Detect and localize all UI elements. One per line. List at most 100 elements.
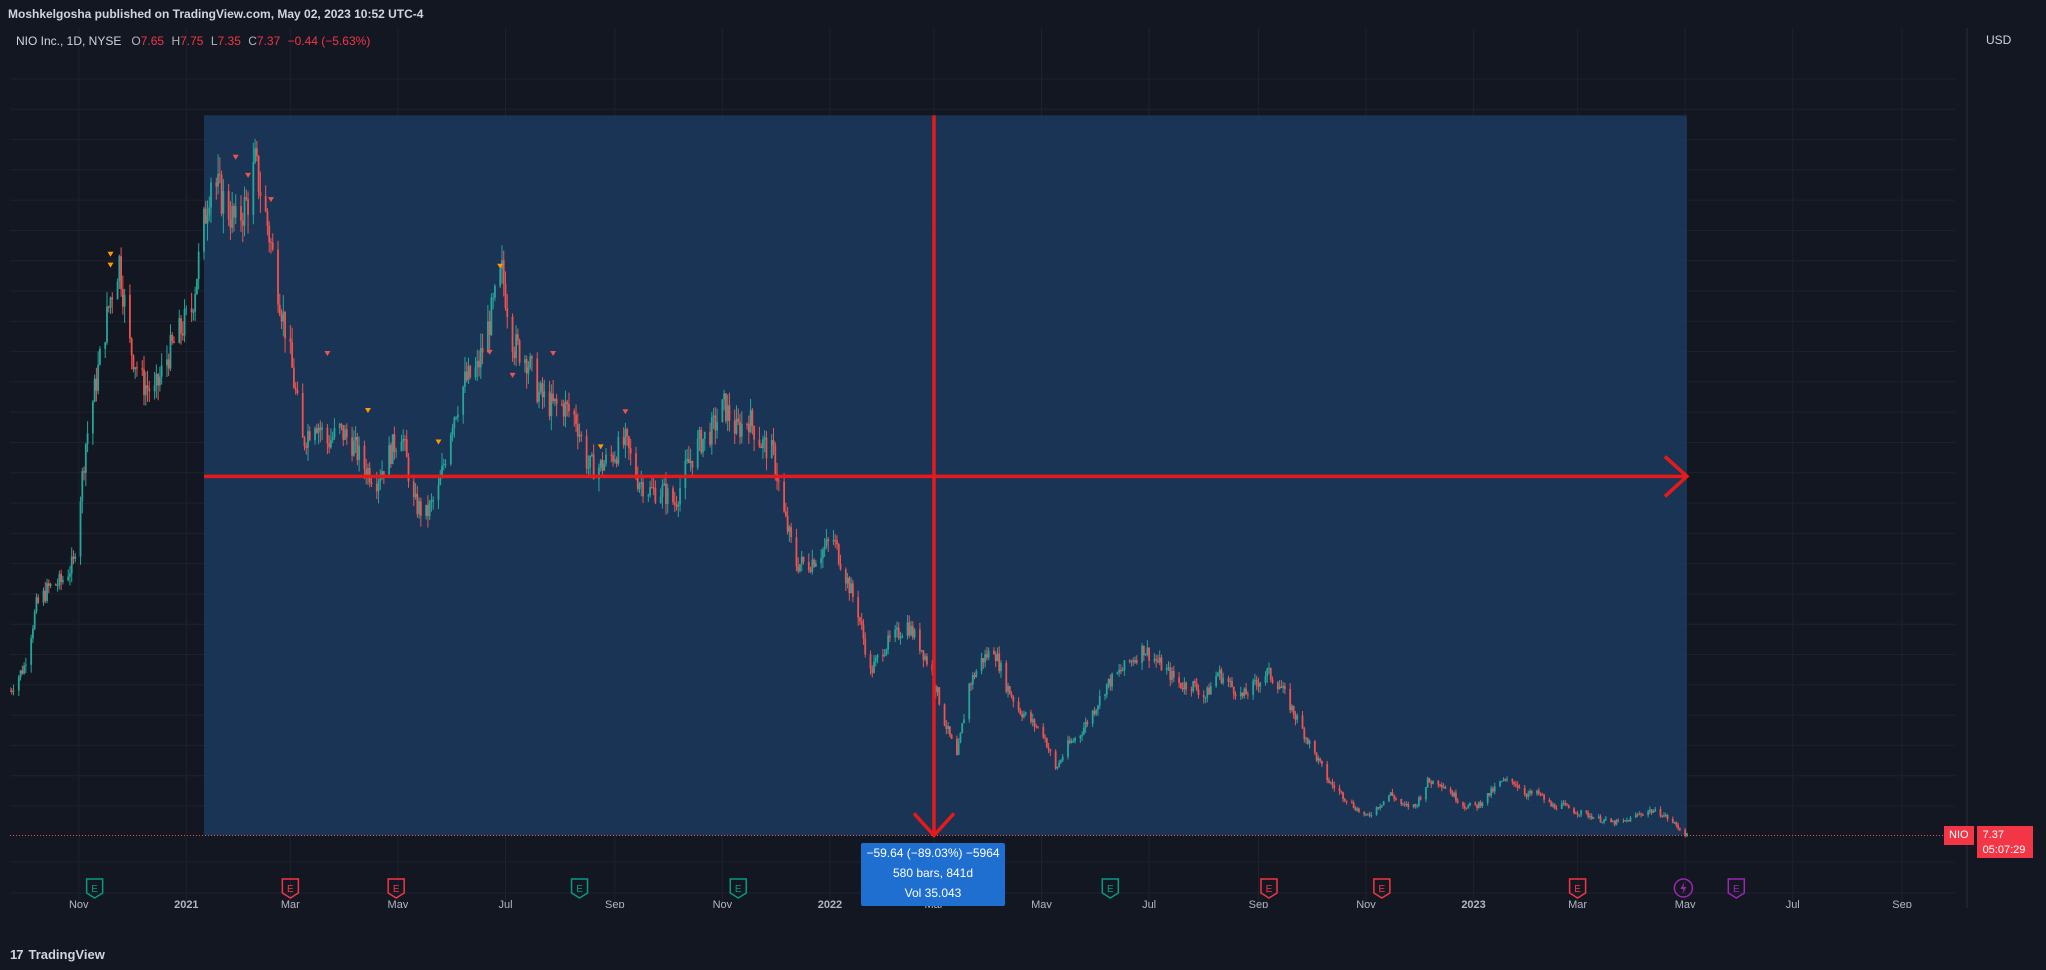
- legend-open-label: O: [131, 34, 141, 48]
- earnings-event-icon[interactable]: [281, 878, 300, 899]
- candle-body: [1209, 686, 1212, 695]
- earnings-event-letter: E: [1266, 884, 1273, 895]
- price-chart[interactable]: 70.0067.5065.0062.5060.0057.5055.0052.50…: [10, 28, 1972, 908]
- candle-body: [1091, 710, 1094, 724]
- candle-body: [599, 460, 602, 468]
- candle-body: [827, 539, 830, 542]
- candle-body: [1377, 807, 1380, 809]
- candle-body: [862, 624, 865, 639]
- candle-body: [1202, 695, 1205, 698]
- candle-body: [1370, 814, 1373, 816]
- candle-body: [474, 367, 477, 378]
- candle-body: [531, 356, 533, 359]
- currency-label[interactable]: USD: [1986, 33, 2012, 47]
- candle-body: [1550, 802, 1553, 807]
- candle-body: [1601, 822, 1604, 824]
- candle-body: [598, 467, 600, 480]
- earnings-event-icon[interactable]: [570, 878, 589, 899]
- candle-body: [686, 458, 689, 461]
- candle-body: [345, 429, 348, 438]
- candle-body: [603, 463, 606, 471]
- candle-body: [790, 527, 793, 538]
- candle-body: [1437, 780, 1440, 785]
- candle-body: [181, 333, 184, 336]
- candle-body: [825, 539, 828, 547]
- candle-body: [1440, 784, 1443, 788]
- candle-body: [308, 431, 311, 441]
- earnings-event-icon[interactable]: [1101, 878, 1120, 899]
- candle-body: [913, 629, 916, 638]
- candle-body: [901, 635, 904, 638]
- candle-body: [654, 487, 657, 503]
- candle-body: [1118, 669, 1121, 673]
- candle-body: [344, 429, 346, 440]
- candle-body: [1416, 805, 1419, 807]
- earnings-event-icon[interactable]: [1727, 878, 1746, 899]
- footer-brand[interactable]: 17 TradingView: [0, 940, 2046, 970]
- candle-body: [543, 391, 546, 398]
- candle-body: [1368, 814, 1371, 816]
- candle-body: [1476, 804, 1478, 809]
- signal-marker: [324, 351, 331, 357]
- last-price-tag: NIO 7.37 05:07:29: [1944, 826, 2033, 858]
- candle-body: [1234, 693, 1237, 697]
- candle-body: [970, 683, 972, 685]
- dividend-lightning-icon[interactable]: [1673, 878, 1694, 898]
- candle-body: [1291, 705, 1293, 711]
- candle-body: [617, 437, 620, 464]
- measure-tooltip: −59.64 (−89.03%) −5964 580 bars, 841d Vo…: [861, 843, 1005, 906]
- candle-body: [1030, 712, 1032, 722]
- earnings-event-icon[interactable]: [729, 878, 748, 899]
- candle-body: [1195, 683, 1198, 690]
- candle-body: [469, 365, 472, 378]
- candle-body: [166, 359, 168, 366]
- candle-body: [1650, 809, 1653, 813]
- candle-body: [1197, 689, 1200, 696]
- candle-body: [859, 617, 861, 622]
- candle-body: [1153, 659, 1156, 661]
- candle-body: [393, 434, 396, 452]
- candle-body: [1067, 740, 1069, 757]
- candle-body: [1301, 715, 1304, 729]
- earnings-event-letter: E: [91, 884, 98, 895]
- candle-body: [12, 690, 15, 692]
- candle-body: [204, 208, 207, 224]
- candle-body: [109, 297, 112, 308]
- earnings-event-icon[interactable]: [1260, 878, 1278, 899]
- candle-body: [518, 340, 521, 363]
- earnings-event-icon[interactable]: [1373, 878, 1391, 899]
- candle-body: [737, 418, 740, 422]
- candle-body: [451, 427, 454, 435]
- candle-body: [589, 455, 592, 468]
- candle-body: [97, 364, 100, 391]
- candle-body: [49, 584, 52, 586]
- candle-body: [605, 454, 607, 464]
- candle-body: [1037, 726, 1039, 728]
- candle-body: [1615, 819, 1618, 825]
- candle-body: [37, 597, 40, 603]
- candle-body: [1271, 679, 1274, 683]
- tradingview-logo-icon: 17: [10, 947, 24, 962]
- candle-body: [478, 360, 480, 368]
- measure-vertical-arrow-head: [912, 812, 956, 839]
- candle-body: [924, 656, 927, 660]
- candle-body: [1326, 764, 1329, 781]
- candle-body: [23, 665, 26, 674]
- candle-body: [1536, 790, 1538, 794]
- signal-marker: [597, 444, 604, 450]
- candle-body: [1453, 792, 1456, 797]
- candle-body: [553, 398, 556, 401]
- earnings-event-icon[interactable]: [1568, 878, 1587, 899]
- chart-pane[interactable]: 70.0067.5065.0062.5060.0057.5055.0052.50…: [10, 28, 1972, 908]
- candle-body: [1141, 645, 1143, 663]
- candle-body: [54, 584, 57, 586]
- candle-body: [1576, 813, 1579, 815]
- earnings-event-icon[interactable]: [387, 878, 405, 899]
- candle-body: [948, 726, 951, 735]
- candle-body: [1636, 814, 1639, 816]
- earnings-event-icon[interactable]: [85, 878, 104, 899]
- candle-body: [247, 199, 249, 215]
- candle-body: [35, 597, 38, 612]
- candle-body: [1412, 804, 1415, 808]
- candle-body: [1024, 712, 1027, 715]
